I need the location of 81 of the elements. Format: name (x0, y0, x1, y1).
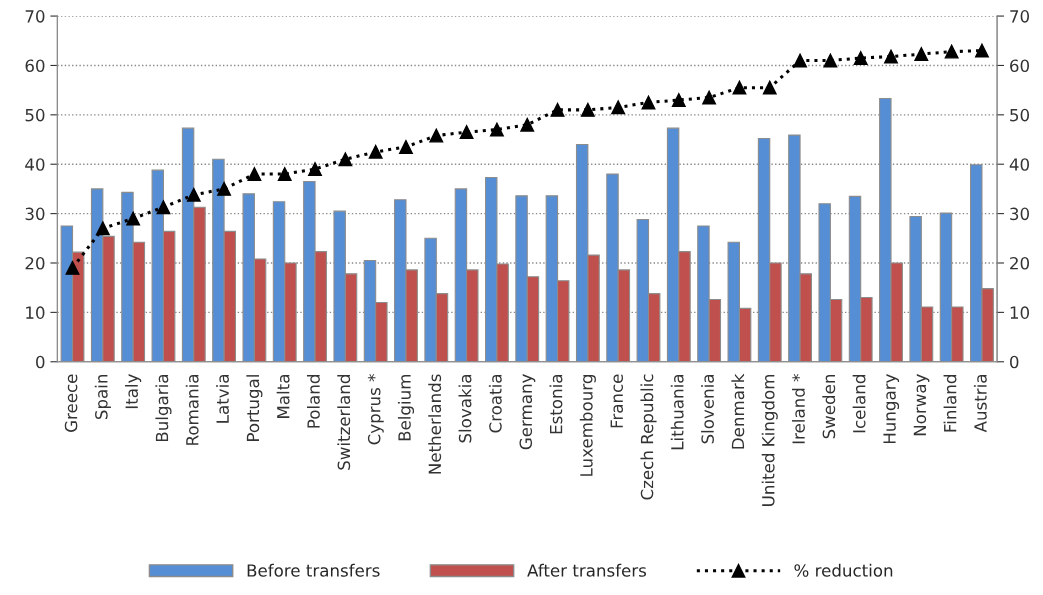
x-tick-label: Ireland * (792, 374, 805, 444)
x-tick-label: Iceland (852, 375, 866, 433)
point (823, 53, 838, 68)
x-tick-label: Italy (125, 374, 142, 409)
y-tick-label: 50 (25, 108, 45, 122)
x-tick-label: Bulgaria (155, 375, 172, 442)
x-tick-label: Portugal (246, 375, 263, 441)
y2-tick-label: 10 (1010, 306, 1030, 319)
y-tick-label: 60 (25, 59, 45, 73)
y-tick-label: 0 (36, 355, 45, 369)
x-tick-label: Sweden (822, 374, 836, 439)
point (459, 125, 474, 140)
point (489, 122, 504, 137)
point (95, 221, 110, 236)
x-tick-label: Norway (913, 374, 930, 436)
y-tick-label: 30 (25, 207, 45, 221)
y-tick-label: 20 (25, 256, 45, 270)
legend-label: Before transfers (247, 563, 380, 577)
point (702, 90, 717, 105)
point (126, 211, 141, 226)
y2-tick-label: 60 (1010, 59, 1030, 73)
point (671, 93, 686, 107)
point (641, 95, 656, 110)
point (550, 102, 565, 117)
x-tick-label: Czech Republic (640, 374, 657, 500)
x-tick-label: Luxembourg (579, 375, 596, 476)
point (762, 80, 777, 95)
point (732, 80, 747, 95)
point (368, 144, 383, 159)
y-tick-label: 40 (25, 158, 45, 171)
x-tick-label: Malta (276, 375, 290, 418)
y2-tick-label: 50 (1010, 108, 1030, 122)
point (156, 200, 171, 215)
point (793, 53, 808, 68)
point (247, 167, 262, 182)
point (580, 102, 595, 117)
point (308, 162, 322, 177)
point (429, 128, 444, 143)
point (944, 44, 959, 59)
x-tick-label: Finland (943, 375, 957, 432)
x-tick-label: United Kingdom (761, 374, 778, 506)
legend-label: After transfers (527, 563, 647, 577)
x-tick-label: Romania (185, 375, 199, 445)
y2-tick-label: 0 (1010, 355, 1019, 369)
x-tick-label: Slovenia (701, 375, 714, 444)
y-tick-label: 70 (25, 10, 45, 23)
x-tick-label: Denmark (731, 373, 745, 449)
x-tick-label: Netherlands (428, 374, 442, 474)
x-tick-label: Cyprus * (367, 374, 384, 445)
point (853, 51, 868, 65)
x-tick-label: Slovakia (458, 375, 472, 443)
y2-tick-label: 40 (1009, 158, 1030, 171)
x-tick-label: Hungary (883, 374, 900, 444)
x-tick-label: Belgium (397, 374, 415, 441)
point (338, 152, 353, 167)
y2-tick-label: 20 (1010, 256, 1030, 270)
point (520, 117, 535, 132)
x-tick-label: Spain (94, 374, 111, 420)
point (65, 260, 80, 275)
point (914, 47, 929, 62)
x-tick-label: Croatia (488, 375, 502, 433)
x-tick-label: Estonia (549, 375, 563, 434)
y2-tick-label: 70 (1010, 10, 1030, 23)
point (217, 181, 232, 196)
legend-label: % reduction (794, 563, 893, 577)
y2-tick-label: 30 (1010, 207, 1030, 221)
point (399, 139, 413, 154)
x-tick-label: Poland (306, 375, 320, 428)
point (186, 187, 201, 202)
x-tick-label: Greece (64, 374, 78, 432)
x-tick-label: Germany (519, 374, 536, 450)
point (277, 167, 292, 182)
point (884, 49, 898, 64)
y-tick-label: 10 (26, 306, 45, 319)
x-tick-label: Austria (973, 375, 987, 433)
x-tick-label: Lithuania (670, 375, 684, 450)
x-tick-label: Switzerland (337, 375, 351, 470)
point (611, 100, 626, 115)
x-tick-label: Latvia (216, 375, 229, 423)
x-tick-label: France (610, 374, 624, 428)
point (975, 43, 989, 58)
